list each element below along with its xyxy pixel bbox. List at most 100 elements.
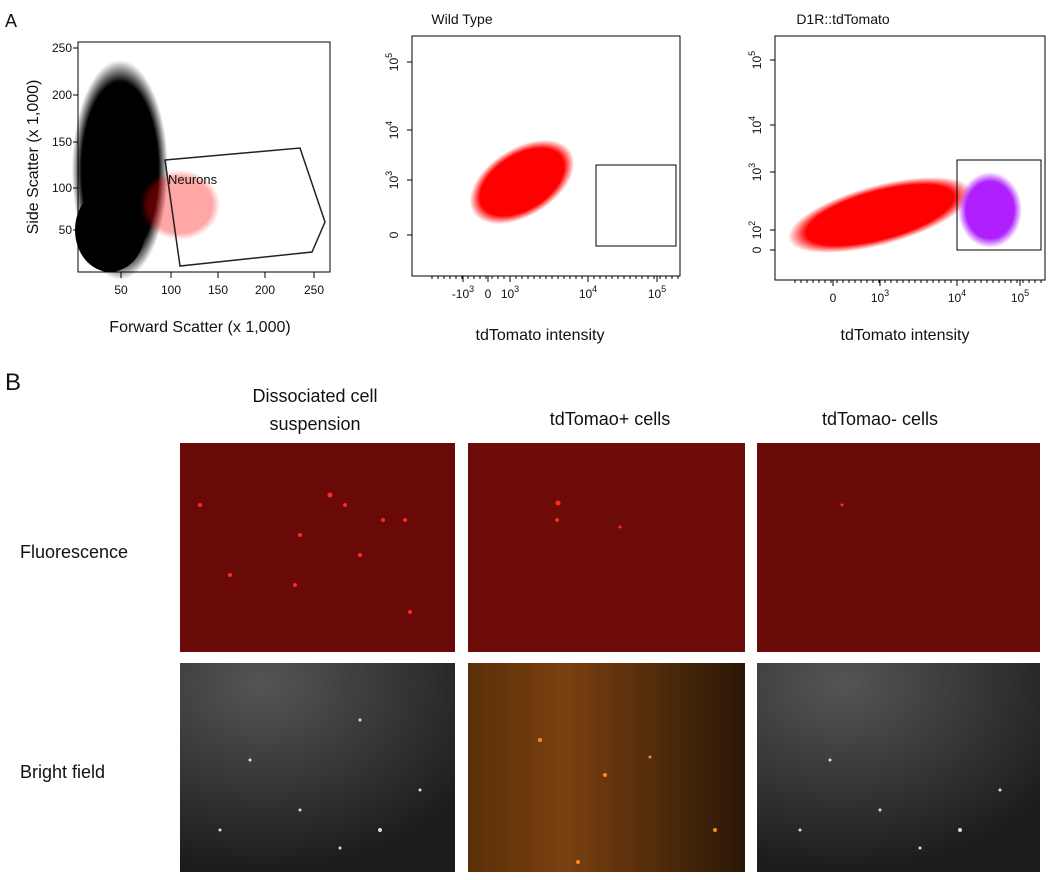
tick-base: 150 (208, 283, 228, 297)
tick-label: 105 (384, 53, 401, 71)
tick-label: 200 (255, 283, 275, 297)
gate (595, 164, 677, 247)
tick-base: 50 (114, 283, 128, 297)
tick-label: 0 (485, 287, 492, 301)
tick-exp: 3 (884, 288, 889, 298)
gate (164, 147, 326, 267)
tick-base: 250 (52, 41, 72, 55)
column-header: tdTomao- cells (822, 409, 938, 429)
micrographs (180, 443, 1040, 872)
gate (956, 159, 1042, 251)
tick-base: 10 (579, 287, 593, 301)
brightfield-image (757, 663, 1040, 872)
tick-label: 250 (304, 283, 324, 297)
tick-base: 10 (750, 226, 764, 240)
tick-label: 0 (387, 231, 401, 238)
tick-exp: 2 (747, 221, 757, 226)
tick-base: 0 (830, 291, 837, 305)
fluorescence-image (468, 443, 745, 652)
cells (538, 738, 717, 864)
tick-label: 100 (52, 181, 72, 195)
tick-label: 103 (384, 171, 401, 189)
tick-exp: 4 (961, 288, 966, 298)
tick-label: 0 (750, 246, 764, 253)
tick-label: 103 (871, 288, 889, 305)
brightfield-image (180, 663, 455, 872)
tick-base: 10 (1011, 291, 1025, 305)
tick-label: 150 (208, 283, 228, 297)
point-cloud (469, 139, 575, 225)
tick-exp: 4 (747, 116, 757, 121)
tick-exp: 4 (384, 121, 394, 126)
panel-label: B (5, 369, 21, 396)
tick-label: 104 (579, 284, 597, 301)
tick-label: 200 (52, 88, 72, 102)
tick-base: 10 (750, 168, 764, 182)
tick-base: 0 (387, 231, 401, 238)
tick-base: -10 (452, 287, 470, 301)
tick-base: 150 (52, 135, 72, 149)
cells (198, 492, 844, 614)
x-axis-label: tdTomato intensity (841, 327, 970, 344)
tick-exp: 3 (384, 171, 394, 176)
tick-base: 10 (648, 287, 662, 301)
tick-base: 0 (485, 287, 492, 301)
tick-label: 104 (948, 288, 966, 305)
gate-label: Neurons (168, 172, 218, 187)
tick-base: 10 (750, 121, 764, 135)
scatter-plot-2 (411, 35, 681, 277)
tick-label: 0 (830, 291, 837, 305)
tick-exp: 5 (1024, 288, 1029, 298)
plot-title: D1R::tdTomato (796, 11, 890, 27)
row-label: Fluorescence (20, 542, 128, 562)
row-label: Bright field (20, 762, 105, 782)
tick-base: 250 (304, 283, 324, 297)
point-cloud (140, 170, 220, 240)
plot-frame (774, 35, 1046, 281)
tick-base: 0 (750, 246, 764, 253)
tick-label: -103 (452, 284, 474, 301)
tick-exp: 3 (469, 284, 474, 294)
scatter-plot-1 (72, 41, 331, 280)
tick-exp: 5 (384, 53, 394, 58)
plot-frame (77, 41, 331, 273)
point-cloud (75, 188, 145, 272)
scatter-plot-3 (774, 35, 1046, 281)
tick-label: 50 (114, 283, 128, 297)
fluorescence-image (757, 443, 1040, 652)
tick-base: 10 (750, 56, 764, 70)
tick-label: 150 (52, 135, 72, 149)
tick-exp: 3 (747, 163, 757, 168)
tick-base: 100 (161, 283, 181, 297)
x-axis-label: tdTomato intensity (476, 327, 605, 344)
tick-base: 10 (501, 287, 515, 301)
tick-label: 102 (747, 221, 764, 239)
tick-base: 10 (387, 126, 401, 140)
tick-label: 104 (384, 121, 401, 139)
fluorescence-image (180, 443, 455, 652)
tick-base: 200 (255, 283, 275, 297)
tick-base: 10 (387, 58, 401, 72)
tick-exp: 4 (592, 284, 597, 294)
tick-label: 103 (501, 284, 519, 301)
tick-base: 50 (59, 223, 73, 237)
tick-base: 10 (948, 291, 962, 305)
tick-label: 100 (161, 283, 181, 297)
brightfield-image (468, 663, 745, 872)
tick-label: 250 (52, 41, 72, 55)
tick-label: 105 (648, 284, 666, 301)
column-header: tdTomao+ cells (550, 409, 671, 429)
point-cloud (787, 176, 973, 254)
point-cloud (958, 172, 1022, 248)
cells (218, 718, 1002, 850)
panel-label: A (5, 11, 17, 31)
tick-base: 100 (52, 181, 72, 195)
tick-exp: 5 (747, 51, 757, 56)
tick-label: 104 (747, 116, 764, 134)
tick-label: 105 (1011, 288, 1029, 305)
tick-base: 200 (52, 88, 72, 102)
x-axis-label: Forward Scatter (x 1,000) (109, 319, 290, 336)
tick-label: 105 (747, 51, 764, 69)
tick-base: 10 (871, 291, 885, 305)
